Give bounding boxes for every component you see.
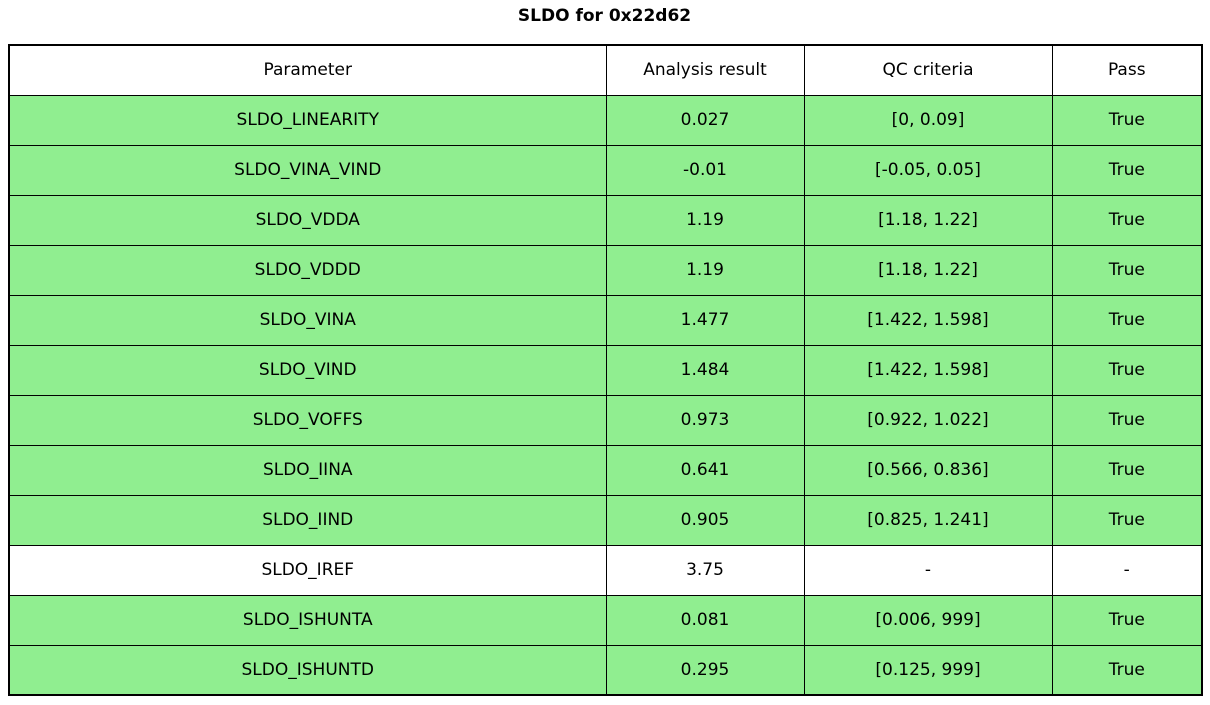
criteria-cell: [0, 0.09] bbox=[803, 94, 1053, 146]
criteria-cell: [0.922, 1.022] bbox=[803, 394, 1053, 446]
pass-cell: - bbox=[1051, 544, 1203, 596]
table-row: SLDO_VDDD 1.19 [1.18, 1.22] True bbox=[8, 244, 1203, 296]
parameter-cell: SLDO_IREF bbox=[8, 544, 607, 596]
parameter-cell: SLDO_VINA bbox=[8, 294, 607, 346]
pass-cell: True bbox=[1051, 594, 1203, 646]
pass-cell: True bbox=[1051, 344, 1203, 396]
parameter-cell: SLDO_VDDA bbox=[8, 194, 607, 246]
parameter-cell: SLDO_IIND bbox=[8, 494, 607, 546]
result-cell: 1.19 bbox=[605, 194, 805, 246]
criteria-cell: [1.422, 1.598] bbox=[803, 344, 1053, 396]
pass-cell: True bbox=[1051, 244, 1203, 296]
table-row: SLDO_VOFFS 0.973 [0.922, 1.022] True bbox=[8, 394, 1203, 446]
pass-cell: True bbox=[1051, 444, 1203, 496]
result-cell: 0.295 bbox=[605, 644, 805, 696]
pass-cell: True bbox=[1051, 144, 1203, 196]
parameter-cell: SLDO_VOFFS bbox=[8, 394, 607, 446]
header-row: Parameter Analysis result QC criteria Pa… bbox=[8, 44, 1203, 96]
parameter-cell: SLDO_LINEARITY bbox=[8, 94, 607, 146]
criteria-cell: [-0.05, 0.05] bbox=[803, 144, 1053, 196]
page-title: SLDO for 0x22d62 bbox=[517, 6, 692, 26]
table-row: SLDO_ISHUNTA 0.081 [0.006, 999] True bbox=[8, 594, 1203, 646]
criteria-cell: [1.18, 1.22] bbox=[803, 194, 1053, 246]
table-row: SLDO_IINA 0.641 [0.566, 0.836] True bbox=[8, 444, 1203, 496]
criteria-cell: [1.18, 1.22] bbox=[803, 244, 1053, 296]
result-cell: -0.01 bbox=[605, 144, 805, 196]
criteria-cell: [0.125, 999] bbox=[803, 644, 1053, 696]
table-row: SLDO_IREF 3.75 - - bbox=[8, 544, 1203, 596]
criteria-cell: [0.006, 999] bbox=[803, 594, 1053, 646]
result-cell: 0.027 bbox=[605, 94, 805, 146]
table-row: SLDO_ISHUNTD 0.295 [0.125, 999] True bbox=[8, 644, 1203, 696]
parameter-cell: SLDO_VIND bbox=[8, 344, 607, 396]
criteria-cell: [1.422, 1.598] bbox=[803, 294, 1053, 346]
column-header-pass: Pass bbox=[1051, 44, 1203, 96]
pass-cell: True bbox=[1051, 294, 1203, 346]
table-body: SLDO_LINEARITY 0.027 [0, 0.09] True SLDO… bbox=[8, 94, 1203, 696]
pass-cell: True bbox=[1051, 94, 1203, 146]
column-header-parameter: Parameter bbox=[8, 44, 607, 96]
table-header: Parameter Analysis result QC criteria Pa… bbox=[8, 44, 1203, 96]
parameter-cell: SLDO_VINA_VIND bbox=[8, 144, 607, 196]
criteria-cell: [0.566, 0.836] bbox=[803, 444, 1053, 496]
qc-results-table: Parameter Analysis result QC criteria Pa… bbox=[8, 44, 1203, 696]
column-header-qc-criteria: QC criteria bbox=[803, 44, 1053, 96]
result-cell: 0.081 bbox=[605, 594, 805, 646]
table-row: SLDO_VDDA 1.19 [1.18, 1.22] True bbox=[8, 194, 1203, 246]
column-header-analysis-result: Analysis result bbox=[605, 44, 805, 96]
criteria-cell: - bbox=[803, 544, 1053, 596]
criteria-cell: [0.825, 1.241] bbox=[803, 494, 1053, 546]
result-cell: 0.973 bbox=[605, 394, 805, 446]
result-cell: 1.484 bbox=[605, 344, 805, 396]
result-cell: 1.477 bbox=[605, 294, 805, 346]
result-cell: 0.641 bbox=[605, 444, 805, 496]
table-row: SLDO_VINA_VIND -0.01 [-0.05, 0.05] True bbox=[8, 144, 1203, 196]
table-row: SLDO_VIND 1.484 [1.422, 1.598] True bbox=[8, 344, 1203, 396]
pass-cell: True bbox=[1051, 494, 1203, 546]
result-cell: 3.75 bbox=[605, 544, 805, 596]
parameter-cell: SLDO_ISHUNTA bbox=[8, 594, 607, 646]
result-cell: 0.905 bbox=[605, 494, 805, 546]
table-row: SLDO_IIND 0.905 [0.825, 1.241] True bbox=[8, 494, 1203, 546]
pass-cell: True bbox=[1051, 644, 1203, 696]
pass-cell: True bbox=[1051, 394, 1203, 446]
pass-cell: True bbox=[1051, 194, 1203, 246]
result-cell: 1.19 bbox=[605, 244, 805, 296]
parameter-cell: SLDO_IINA bbox=[8, 444, 607, 496]
table-row: SLDO_VINA 1.477 [1.422, 1.598] True bbox=[8, 294, 1203, 346]
parameter-cell: SLDO_VDDD bbox=[8, 244, 607, 296]
table-row: SLDO_LINEARITY 0.027 [0, 0.09] True bbox=[8, 94, 1203, 146]
parameter-cell: SLDO_ISHUNTD bbox=[8, 644, 607, 696]
